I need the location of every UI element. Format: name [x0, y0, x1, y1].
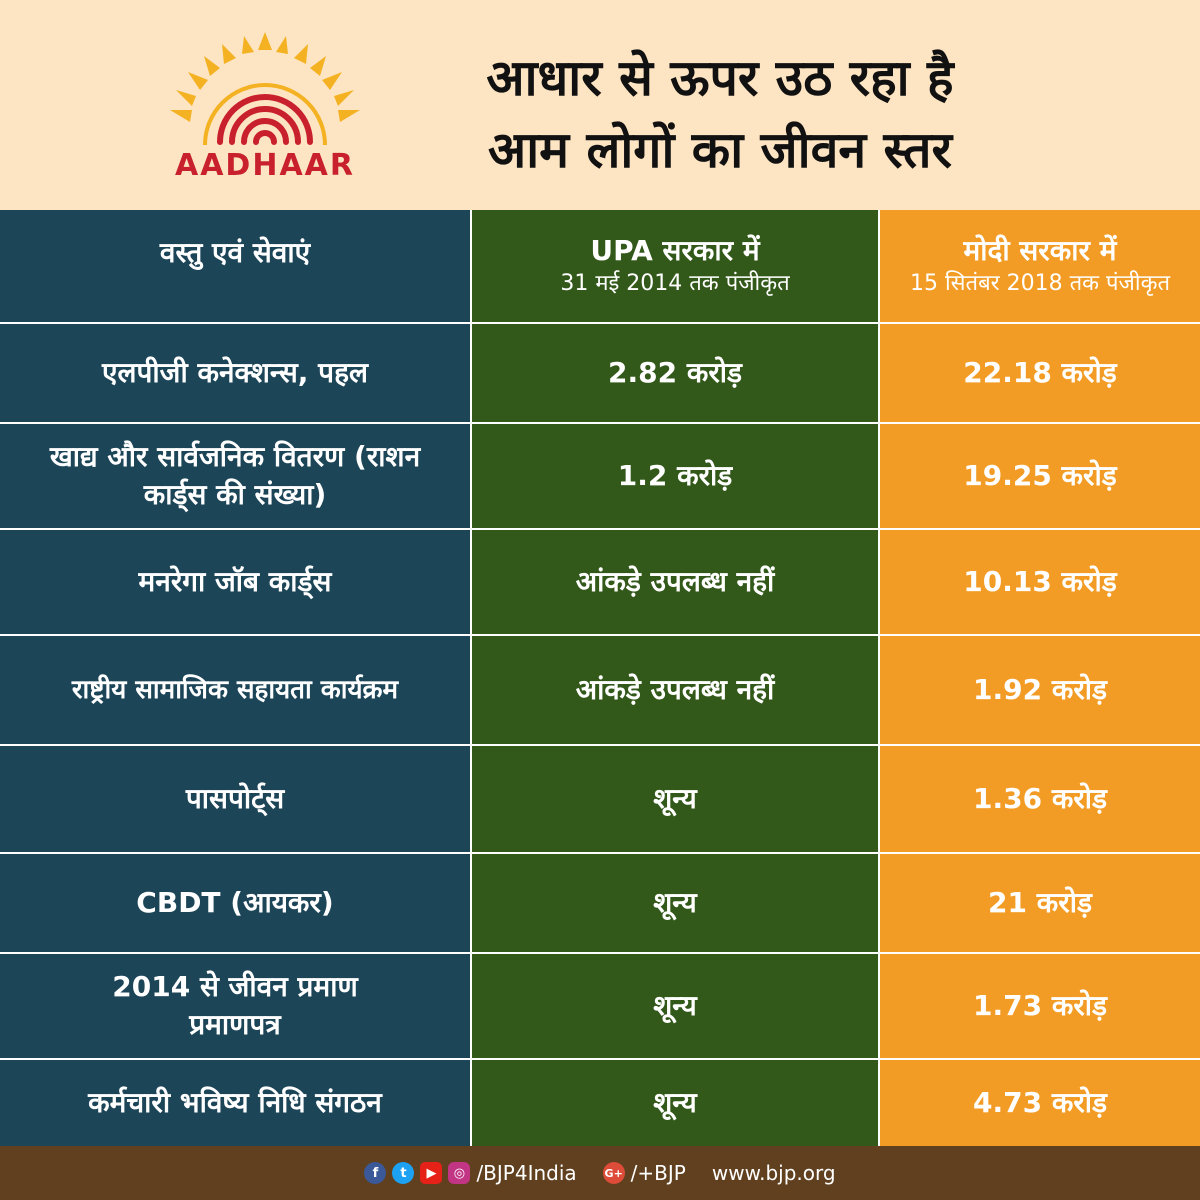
title-line-1: आधार से ऊपर उठ रहा है [486, 49, 954, 107]
row-modi-value: 22.18 करोड़ [880, 324, 1200, 424]
row-upa-value: 2.82 करोड़ [472, 324, 880, 424]
title-line-2: आम लोगों का जीवन स्तर [488, 121, 952, 179]
row-upa-value: शून्य [472, 1060, 880, 1146]
col3-header-label: मोदी सरकार में [963, 234, 1117, 267]
row-upa-value: आंकड़े उपलब्ध नहीं [472, 636, 880, 746]
logo-text: AADHAAR [175, 148, 355, 183]
header-banner: AADHAAR आधार से ऊपर उठ रहा है आम लोगों क… [0, 0, 1200, 210]
row-upa-value: शून्य [472, 854, 880, 954]
row-item: CBDT (आयकर) [0, 854, 472, 954]
row-upa-value: 1.2 करोड़ [472, 424, 880, 530]
table-row: खाद्य और सार्वजनिक वितरण (राशन कार्ड्स क… [0, 424, 1200, 530]
row-modi-value: 10.13 करोड़ [880, 530, 1200, 636]
instagram-icon[interactable]: ◎ [448, 1162, 471, 1184]
row-item: खाद्य और सार्वजनिक वितरण (राशन कार्ड्स क… [0, 424, 472, 530]
col2-header-label: UPA सरकार में [590, 234, 760, 267]
col3-header: मोदी सरकार में 15 सितंबर 2018 तक पंजीकृत [880, 210, 1200, 324]
fingerprint-sun-icon [170, 32, 360, 146]
row-modi-value: 19.25 करोड़ [880, 424, 1200, 530]
table-row: कर्मचारी भविष्य निधि संगठन शून्य 4.73 कर… [0, 1060, 1200, 1146]
col2-header: UPA सरकार में 31 मई 2014 तक पंजीकृत [472, 210, 880, 324]
facebook-icon[interactable]: f [364, 1162, 387, 1184]
row-modi-value: 4.73 करोड़ [880, 1060, 1200, 1146]
website-link[interactable]: www.bjp.org [711, 1161, 836, 1185]
page-title: आधार से ऊपर उठ रहा है आम लोगों का जीवन स… [420, 42, 1020, 186]
table-row: एलपीजी कनेक्शन्स, पहल 2.82 करोड़ 22.18 क… [0, 324, 1200, 424]
table-row: CBDT (आयकर) शून्य 21 करोड़ [0, 854, 1200, 954]
row-modi-value: 1.73 करोड़ [880, 954, 1200, 1060]
comparison-table: वस्तु एवं सेवाएं UPA सरकार में 31 मई 201… [0, 210, 1200, 1146]
row-modi-value: 21 करोड़ [880, 854, 1200, 954]
footer-bar: f t ▶ ◎ /BJP4India G+ /+BJP www.bjp.org [0, 1146, 1200, 1200]
row-item: मनरेगा जॉब कार्ड्स [0, 530, 472, 636]
twitter-icon[interactable]: t [392, 1162, 415, 1184]
row-item: 2014 से जीवन प्रमाण प्रमाणपत्र [0, 954, 472, 1060]
table-row: मनरेगा जॉब कार्ड्स आंकड़े उपलब्ध नहीं 10… [0, 530, 1200, 636]
table-row: 2014 से जीवन प्रमाण प्रमाणपत्र शून्य 1.7… [0, 954, 1200, 1060]
row-modi-value: 1.36 करोड़ [880, 746, 1200, 854]
row-item: कर्मचारी भविष्य निधि संगठन [0, 1060, 472, 1146]
row-item: पासपोर्ट्स [0, 746, 472, 854]
col2-header-sub: 31 मई 2014 तक पंजीकृत [560, 271, 790, 296]
youtube-icon[interactable]: ▶ [420, 1162, 443, 1184]
social-handle[interactable]: /BJP4India [476, 1161, 577, 1185]
table-header-row: वस्तु एवं सेवाएं UPA सरकार में 31 मई 201… [0, 210, 1200, 324]
col3-header-sub: 15 सितंबर 2018 तक पंजीकृत [909, 271, 1170, 296]
row-upa-value: शून्य [472, 954, 880, 1060]
col1-header-label: वस्तु एवं सेवाएं [159, 236, 311, 269]
row-modi-value: 1.92 करोड़ [880, 636, 1200, 746]
gplus-link: G+ /+BJP [602, 1161, 686, 1185]
table-row: राष्ट्रीय सामाजिक सहायता कार्यक्रम आंकड़… [0, 636, 1200, 746]
row-item: एलपीजी कनेक्शन्स, पहल [0, 324, 472, 424]
row-upa-value: शून्य [472, 746, 880, 854]
row-upa-value: आंकड़े उपलब्ध नहीं [472, 530, 880, 636]
social-links: f t ▶ ◎ /BJP4India [364, 1161, 577, 1185]
gplus-handle[interactable]: /+BJP [630, 1161, 686, 1185]
aadhaar-logo: AADHAAR [160, 30, 370, 190]
google-plus-icon[interactable]: G+ [602, 1162, 625, 1184]
row-item: राष्ट्रीय सामाजिक सहायता कार्यक्रम [0, 636, 472, 746]
col1-header: वस्तु एवं सेवाएं [0, 210, 472, 324]
table-row: पासपोर्ट्स शून्य 1.36 करोड़ [0, 746, 1200, 854]
